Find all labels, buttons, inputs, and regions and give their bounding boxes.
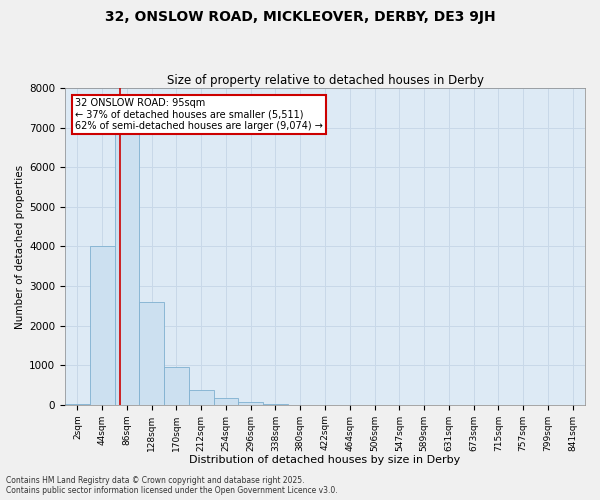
Text: Contains HM Land Registry data © Crown copyright and database right 2025.
Contai: Contains HM Land Registry data © Crown c…: [6, 476, 338, 495]
Text: 32, ONSLOW ROAD, MICKLEOVER, DERBY, DE3 9JH: 32, ONSLOW ROAD, MICKLEOVER, DERBY, DE3 …: [104, 10, 496, 24]
Bar: [189, 390, 214, 404]
Bar: [139, 302, 164, 404]
Bar: [115, 108, 139, 405]
X-axis label: Distribution of detached houses by size in Derby: Distribution of detached houses by size …: [190, 455, 461, 465]
Text: 32 ONSLOW ROAD: 95sqm
← 37% of detached houses are smaller (5,511)
62% of semi-d: 32 ONSLOW ROAD: 95sqm ← 37% of detached …: [76, 98, 323, 131]
Bar: [90, 246, 115, 404]
Bar: [164, 367, 189, 405]
Bar: [214, 398, 238, 404]
Title: Size of property relative to detached houses in Derby: Size of property relative to detached ho…: [167, 74, 484, 87]
Y-axis label: Number of detached properties: Number of detached properties: [15, 164, 25, 328]
Bar: [238, 402, 263, 404]
